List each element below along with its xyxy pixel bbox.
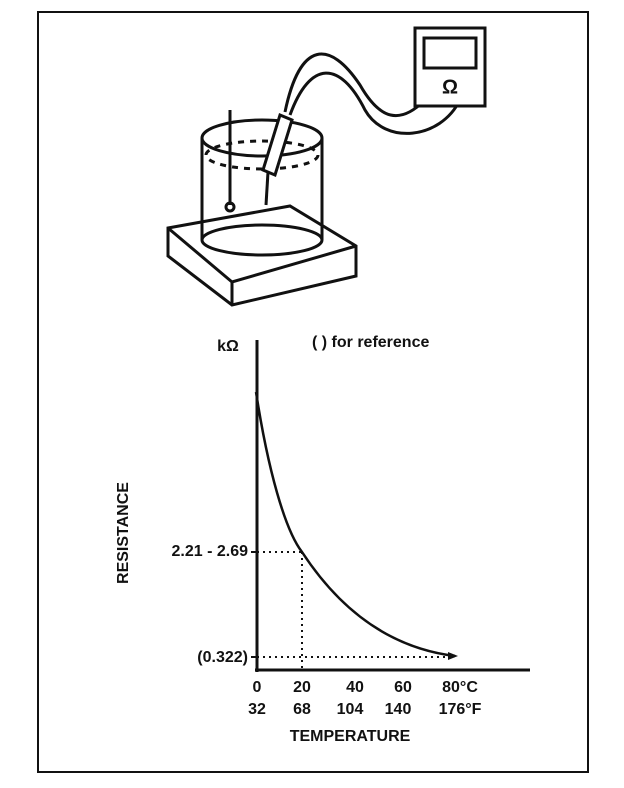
y-label: (0.322) xyxy=(197,649,248,666)
x-label-c: 60 xyxy=(394,679,412,696)
resistance-curve xyxy=(254,391,456,658)
note: ( ) for reference xyxy=(312,334,429,351)
guide-lines xyxy=(257,551,455,670)
x-label-c: 0 xyxy=(253,679,262,696)
x-label-f: 68 xyxy=(293,701,311,718)
x-label-c: 40 xyxy=(346,679,364,696)
x-label-f: 176°F xyxy=(439,701,482,718)
graph: kΩ ( ) for reference RESISTANCE 2.21 - 2… xyxy=(115,334,530,745)
x-axis-label: TEMPERATURE xyxy=(290,728,411,745)
x-label-f: 32 xyxy=(248,701,266,718)
y-axis-label: RESISTANCE xyxy=(115,482,132,584)
x-label-f: 140 xyxy=(385,701,412,718)
y-label: 2.21 - 2.69 xyxy=(172,543,249,560)
frame xyxy=(37,11,589,773)
illustration xyxy=(166,26,487,307)
x-label-c: 20 xyxy=(293,679,311,696)
y-unit: kΩ xyxy=(217,338,239,355)
meter-symbol: Ω xyxy=(442,76,458,98)
x-label-f: 104 xyxy=(337,701,364,718)
x-label-c: 80°C xyxy=(442,679,478,696)
